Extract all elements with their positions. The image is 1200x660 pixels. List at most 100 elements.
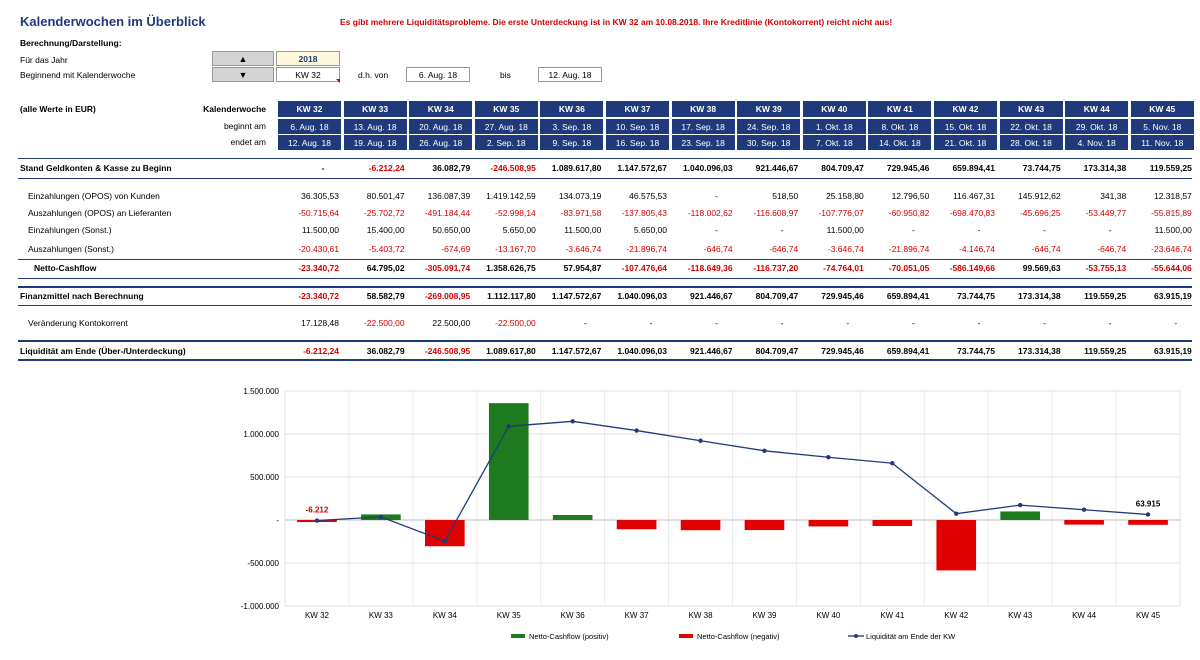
end-date-cell: 9. Sep. 18	[540, 135, 604, 150]
begin-date-cell: 15. Okt. 18	[934, 119, 997, 134]
x-tick-label: KW 34	[433, 611, 458, 620]
table-cell: -23.340,72	[298, 291, 339, 301]
liquidity-alert: Es gibt mehrere Liquiditätsprobleme. Die…	[340, 17, 893, 27]
x-tick-label: KW 43	[1008, 611, 1033, 620]
bar	[808, 520, 849, 527]
bar	[488, 403, 529, 520]
table-cell: 659.894,41	[886, 291, 930, 301]
kw-header-label: Kalenderwoche	[203, 104, 266, 114]
end-date-cell: 19. Aug. 18	[343, 135, 407, 150]
table-cell: -	[977, 318, 981, 328]
end-date-cell: 26. Aug. 18	[409, 135, 473, 150]
x-tick-label: KW 32	[305, 611, 330, 620]
begin-date-cell: 27. Aug. 18	[474, 119, 538, 134]
table-cell: 145.912,62	[1018, 191, 1061, 201]
line-point	[762, 448, 767, 453]
table-cell: -	[715, 191, 719, 201]
table-cell: 73.744,75	[1022, 163, 1061, 173]
begin-date-cell: 17. Sep. 18	[671, 119, 735, 134]
line-point	[634, 428, 639, 433]
year-field[interactable]: 2018	[276, 51, 340, 66]
line-point	[954, 511, 959, 516]
table-cell: 1.112.117,80	[487, 291, 536, 301]
table-cell: -45.696,25	[1019, 208, 1061, 218]
legend-label: Netto-Cashflow (positiv)	[529, 632, 609, 641]
table-cell: 11.500,00	[826, 225, 864, 235]
kw-header-cell: KW 43	[999, 101, 1063, 117]
table-cell: -	[1174, 318, 1178, 328]
table-cell: 729.945,46	[821, 291, 864, 301]
y-tick-label: -	[276, 516, 279, 525]
kw-header-cell: KW 37	[606, 101, 669, 117]
year-up-button[interactable]: ▲	[212, 51, 274, 66]
line-point	[378, 514, 384, 520]
x-tick-label: KW 35	[497, 611, 522, 620]
begin-date-cell: 6. Aug. 18	[278, 119, 341, 134]
row-label: Einzahlungen (OPOS) von Kunden	[28, 191, 160, 201]
table-cell: -698.470,83	[949, 208, 995, 218]
kw-header-cell: KW 32	[278, 101, 341, 117]
from-date-field[interactable]: 6. Aug. 18	[406, 67, 470, 82]
week-field[interactable]: KW 32	[276, 67, 340, 82]
table-cell: 11.500,00	[564, 225, 602, 235]
table-cell: -74.764,01	[823, 263, 864, 273]
x-tick-label: KW 39	[752, 611, 777, 620]
bar	[1064, 520, 1104, 525]
row-divider	[18, 259, 1192, 260]
to-date-field[interactable]: 12. Aug. 18	[538, 67, 602, 82]
table-cell: -107.476,64	[621, 263, 667, 273]
table-cell: 804.709,47	[821, 163, 864, 173]
week-down-button[interactable]: ▼	[212, 67, 274, 82]
table-cell: -	[1043, 318, 1047, 328]
table-cell: 804.709,47	[755, 291, 799, 301]
legend-swatch-marker	[854, 634, 858, 638]
line-point	[1145, 512, 1151, 517]
legend-label: Netto-Cashflow (negativ)	[697, 632, 780, 641]
table-cell: 804.709,47	[755, 346, 799, 356]
line-point	[442, 538, 448, 544]
table-cell: -23.340,72	[298, 263, 339, 273]
table-cell: 341,38	[1100, 191, 1127, 201]
table-cell: 1.089.617,80	[551, 163, 602, 173]
week-label: Beginnend mit Kalenderwoche	[20, 70, 136, 80]
end-date-cell: 14. Okt. 18	[868, 135, 932, 150]
data-label: -6.212	[306, 506, 329, 515]
table-cell: 659.894,41	[952, 163, 995, 173]
table-cell: -55.815,89	[1151, 208, 1192, 218]
table-cell: 99.569,63	[1022, 263, 1061, 273]
table-cell: 57.954,87	[563, 263, 602, 273]
row-divider	[18, 178, 1192, 179]
table-cell: 173.314,38	[1083, 163, 1127, 173]
table-cell: -6.212,24	[303, 346, 339, 356]
table-cell: -118.649,36	[687, 263, 733, 273]
table-cell: -137.805,43	[621, 208, 667, 218]
end-date-cell: 30. Sep. 18	[737, 135, 801, 150]
table-cell: -	[321, 163, 325, 173]
line-point	[698, 438, 703, 443]
table-cell: -305.091,74	[424, 263, 471, 273]
table-cell: 1.147.572,67	[551, 346, 602, 356]
table-cell: -22.500,00	[495, 318, 536, 328]
table-cell: 5.650,00	[502, 225, 536, 235]
line-point	[1017, 502, 1023, 508]
end-label: endet am	[230, 137, 266, 147]
end-date-cell: 12. Aug. 18	[278, 135, 341, 150]
table-cell: -23.646,74	[1151, 244, 1192, 254]
row-label: Finanzmittel nach Berechnung	[20, 291, 144, 301]
table-cell: -107.776,07	[818, 208, 864, 218]
table-cell: 119.559,25	[1084, 291, 1127, 301]
x-tick-label: KW 45	[1136, 611, 1161, 620]
table-cell: -25.702,72	[363, 208, 405, 218]
row-divider	[18, 359, 1192, 361]
end-date-cell: 28. Okt. 18	[999, 135, 1063, 150]
table-cell: 12.318,57	[1153, 191, 1192, 201]
table-cell: -	[977, 225, 981, 235]
table-cell: 80.501,47	[366, 191, 405, 201]
begin-label: beginnt am	[223, 121, 266, 131]
table-cell: -4.146,74	[959, 244, 995, 254]
liquidity-line	[316, 420, 1149, 543]
y-tick-label: 1.500.000	[243, 387, 279, 396]
table-cell: 36.082,79	[432, 163, 471, 173]
table-cell: 921.446,67	[690, 346, 733, 356]
x-tick-label: KW 44	[1072, 611, 1097, 620]
